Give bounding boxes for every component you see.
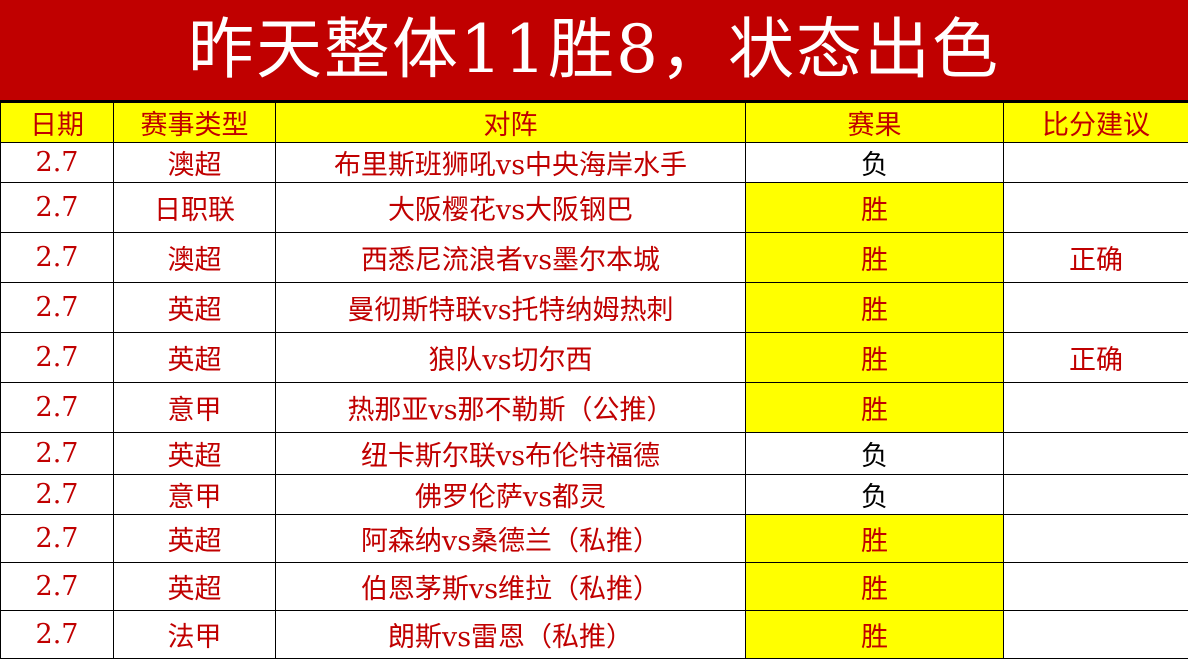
score-advice-cell (1004, 383, 1188, 433)
date-cell: 2.7 (1, 383, 114, 433)
league-cell: 澳超 (114, 143, 276, 183)
result-cell: 负 (746, 143, 1004, 183)
date-cell: 2.7 (1, 563, 114, 611)
score-advice-cell (1004, 515, 1188, 563)
result-cell: 负 (746, 433, 1004, 475)
match-cell: 阿森纳vs桑德兰（私推） (276, 515, 746, 563)
match-cell: 伯恩茅斯vs维拉（私推） (276, 563, 746, 611)
header-date: 日期 (1, 103, 114, 143)
result-cell: 胜 (746, 283, 1004, 333)
league-cell: 法甲 (114, 611, 276, 659)
date-cell: 2.7 (1, 183, 114, 233)
score-advice-cell (1004, 183, 1188, 233)
score-advice-cell (1004, 283, 1188, 333)
header-score-advice: 比分建议 (1004, 103, 1188, 143)
match-cell: 佛罗伦萨vs都灵 (276, 475, 746, 515)
result-cell: 胜 (746, 515, 1004, 563)
result-cell: 负 (746, 475, 1004, 515)
result-cell: 胜 (746, 233, 1004, 283)
result-cell: 胜 (746, 563, 1004, 611)
match-cell: 热那亚vs那不勒斯（公推） (276, 383, 746, 433)
score-advice-cell (1004, 143, 1188, 183)
date-cell: 2.7 (1, 433, 114, 475)
result-cell: 胜 (746, 611, 1004, 659)
score-advice-cell (1004, 611, 1188, 659)
score-advice-cell: 正确 (1004, 233, 1188, 283)
league-cell: 澳超 (114, 233, 276, 283)
league-cell: 意甲 (114, 383, 276, 433)
table-header-row: 日期 赛事类型 对阵 赛果 比分建议 (1, 103, 1188, 143)
league-cell: 英超 (114, 283, 276, 333)
page-title: 昨天整体11胜8，状态出色 (0, 0, 1188, 102)
match-cell: 狼队vs切尔西 (276, 333, 746, 383)
league-cell: 英超 (114, 515, 276, 563)
header-match: 对阵 (276, 103, 746, 143)
result-cell: 胜 (746, 383, 1004, 433)
match-cell: 曼彻斯特联vs托特纳姆热刺 (276, 283, 746, 333)
result-cell: 胜 (746, 183, 1004, 233)
league-cell: 英超 (114, 333, 276, 383)
date-cell: 2.7 (1, 143, 114, 183)
score-advice-cell (1004, 475, 1188, 515)
league-cell: 英超 (114, 563, 276, 611)
match-cell: 西悉尼流浪者vs墨尔本城 (276, 233, 746, 283)
date-cell: 2.7 (1, 515, 114, 563)
header-league: 赛事类型 (114, 103, 276, 143)
league-cell: 日职联 (114, 183, 276, 233)
date-cell: 2.7 (1, 475, 114, 515)
score-advice-cell: 正确 (1004, 333, 1188, 383)
match-cell: 纽卡斯尔联vs布伦特福德 (276, 433, 746, 475)
date-cell: 2.7 (1, 233, 114, 283)
result-cell: 胜 (746, 333, 1004, 383)
match-cell: 布里斯班狮吼vs中央海岸水手 (276, 143, 746, 183)
league-cell: 意甲 (114, 475, 276, 515)
header-result: 赛果 (746, 103, 1004, 143)
score-advice-cell (1004, 563, 1188, 611)
score-advice-cell (1004, 433, 1188, 475)
date-cell: 2.7 (1, 611, 114, 659)
league-cell: 英超 (114, 433, 276, 475)
match-cell: 大阪樱花vs大阪钢巴 (276, 183, 746, 233)
match-cell: 朗斯vs雷恩（私推） (276, 611, 746, 659)
date-cell: 2.7 (1, 333, 114, 383)
date-cell: 2.7 (1, 283, 114, 333)
